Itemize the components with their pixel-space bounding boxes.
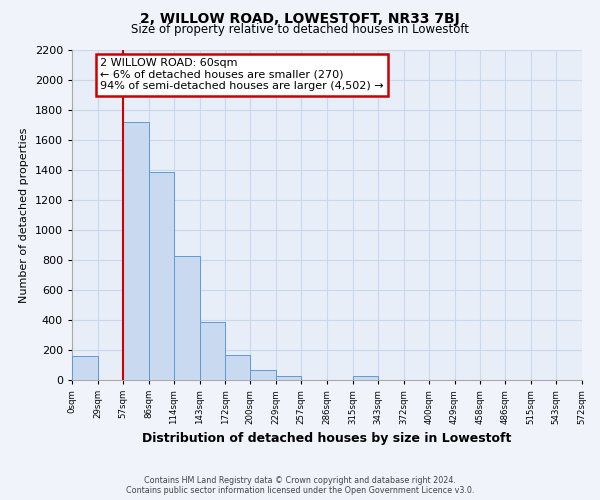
Bar — [226, 355, 250, 380]
Bar — [250, 370, 276, 380]
Bar — [199, 322, 226, 380]
Text: 2 WILLOW ROAD: 60sqm
← 6% of detached houses are smaller (270)
94% of semi-detac: 2 WILLOW ROAD: 60sqm ← 6% of detached ho… — [100, 58, 383, 92]
Text: Contains HM Land Registry data © Crown copyright and database right 2024.
Contai: Contains HM Land Registry data © Crown c… — [126, 476, 474, 495]
Text: 2, WILLOW ROAD, LOWESTOFT, NR33 7BJ: 2, WILLOW ROAD, LOWESTOFT, NR33 7BJ — [140, 12, 460, 26]
Text: Size of property relative to detached houses in Lowestoft: Size of property relative to detached ho… — [131, 22, 469, 36]
Bar — [72, 356, 98, 380]
Bar — [276, 376, 301, 380]
Bar — [353, 376, 378, 380]
Bar — [123, 122, 149, 380]
X-axis label: Distribution of detached houses by size in Lowestoft: Distribution of detached houses by size … — [142, 432, 512, 445]
Bar — [149, 172, 173, 380]
Y-axis label: Number of detached properties: Number of detached properties — [19, 128, 29, 302]
Bar — [173, 256, 199, 380]
